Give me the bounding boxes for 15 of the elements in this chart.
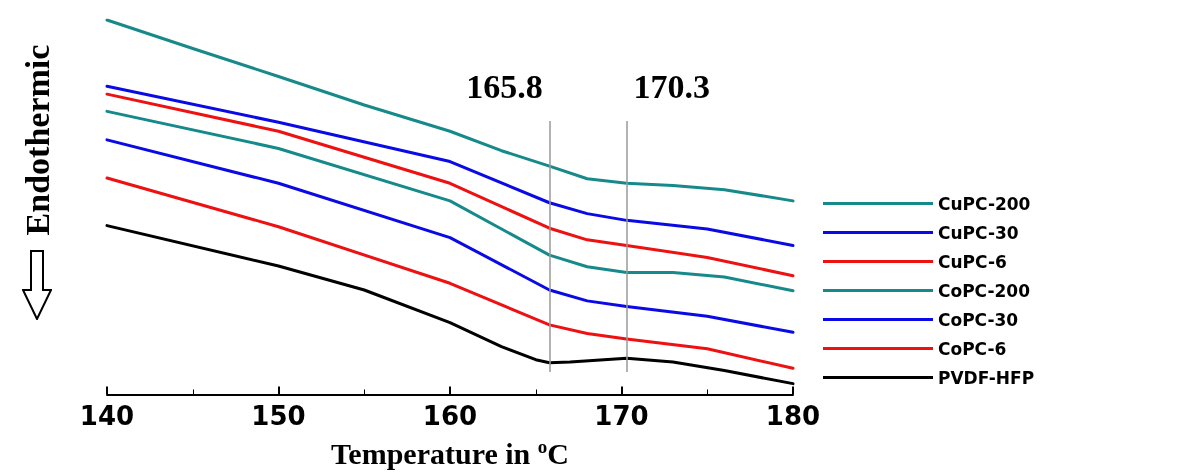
text: CoPC-6 — [938, 338, 1007, 359]
ref-line-label: 170.3 — [633, 67, 710, 105]
text: CuPC-6 — [938, 251, 1007, 272]
text: CuPC-30 — [938, 222, 1019, 243]
text: CoPC-200 — [938, 280, 1031, 301]
x-tick-label: 180 — [765, 400, 821, 431]
x-tick-label: 160 — [422, 400, 478, 431]
ref-line-label: 165.8 — [466, 67, 543, 105]
text: CuPC-200 — [938, 193, 1031, 214]
text: PVDF-HFP — [938, 367, 1035, 388]
x-tick-label: 140 — [79, 400, 135, 431]
text: CoPC-30 — [938, 309, 1019, 330]
x-tick-label: 150 — [251, 400, 306, 431]
y-axis-title: Endothermic — [19, 44, 57, 236]
x-tick-label: 170 — [594, 400, 649, 431]
